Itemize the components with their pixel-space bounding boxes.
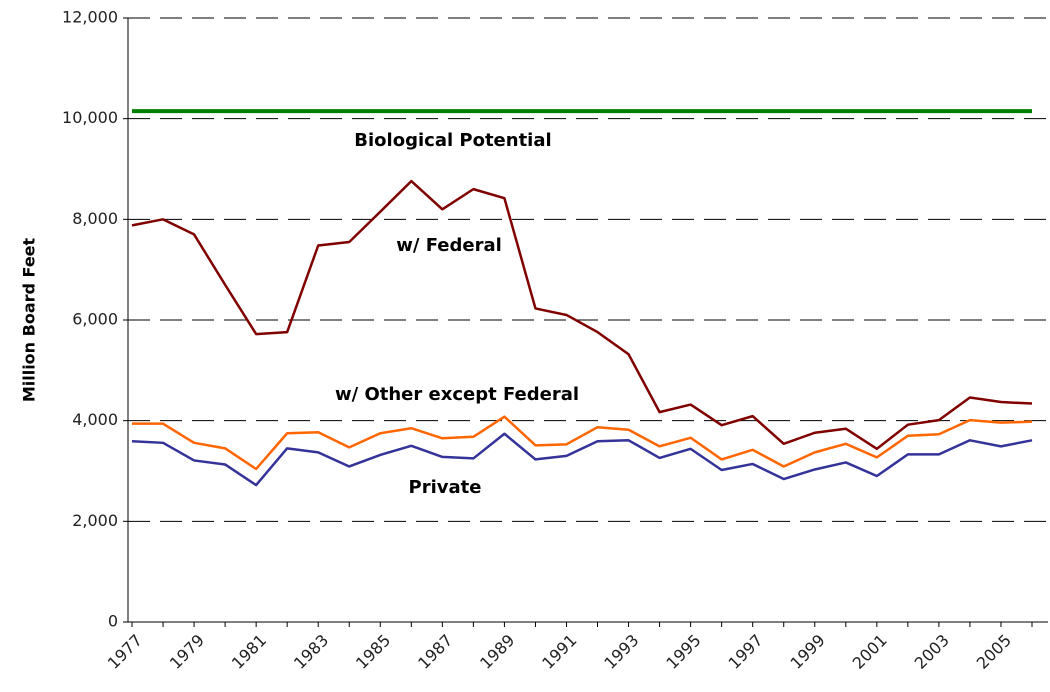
annotation: w/ Federal [396,235,502,256]
x-tick-label: 1979 [166,631,208,673]
x-tick-label: 2003 [911,631,953,673]
x-tick-label: 1999 [787,631,829,673]
annotation: Private [409,477,482,498]
annotation: w/ Other except Federal [335,384,579,405]
x-tick-label: 1987 [414,631,456,673]
y-tick-label: 6,000 [72,310,118,329]
x-tick-label: 1977 [104,631,146,673]
series-line [132,415,1033,471]
x-tick-label: 1995 [662,631,704,673]
x-tick-label: 1989 [476,631,518,673]
y-tick-label: 10,000 [62,108,118,127]
y-tick-label: 8,000 [72,209,118,228]
y-tick-label: 4,000 [72,410,118,429]
x-tick-label: 1985 [352,631,394,673]
y-tick-label: 0 [108,612,118,631]
x-tick-label: 2001 [849,631,891,673]
series-line [131,179,1033,451]
y-tick-label: 2,000 [72,511,118,530]
x-tick-label: 1981 [228,631,270,673]
series-line [131,432,1033,487]
x-tick-label: 1997 [724,631,766,673]
y-axis-label: Million Board Feet [20,237,39,402]
x-tick-label: 1993 [600,631,642,673]
x-tick-label: 1983 [290,631,332,673]
x-tick-label: 1991 [538,631,580,673]
annotation: Biological Potential [354,130,551,151]
x-tick-label: 2005 [973,631,1015,673]
y-tick-label: 12,000 [62,8,118,27]
